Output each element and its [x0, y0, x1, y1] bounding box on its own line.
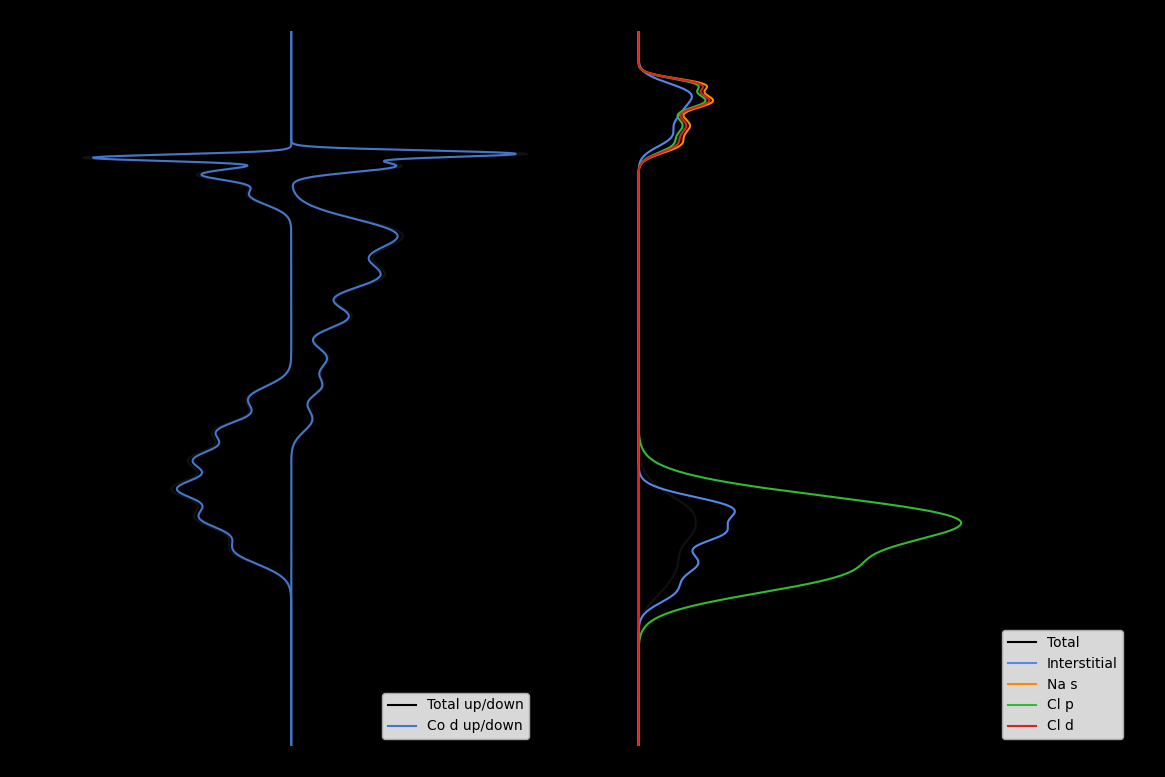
- Line: Interstitial: Interstitial: [638, 31, 735, 746]
- Total: [631, 421, 645, 430]
- Cl d: [631, 421, 645, 430]
- Na s: [631, 575, 645, 584]
- Total: [664, 575, 678, 584]
- Total: [641, 472, 655, 481]
- Total: [631, 26, 645, 36]
- Interstitial: [683, 568, 697, 577]
- Cl p: [631, 421, 645, 430]
- Cl p: [819, 575, 833, 584]
- Total: [666, 571, 680, 580]
- Na s: [631, 741, 645, 751]
- Na s: [631, 571, 645, 580]
- Cl d: [631, 472, 645, 481]
- Na s: [631, 26, 645, 36]
- Line: Na s: Na s: [638, 31, 713, 746]
- Line: Total: Total: [638, 31, 706, 746]
- Total: [669, 568, 683, 577]
- Cl d: [631, 571, 645, 580]
- Na s: [631, 32, 645, 41]
- Na s: [631, 472, 645, 481]
- Interstitial: [631, 32, 645, 41]
- Cl p: [691, 472, 705, 481]
- Cl p: [631, 26, 645, 36]
- Interstitial: [634, 472, 648, 481]
- Na s: [631, 568, 645, 577]
- Cl d: [631, 741, 645, 751]
- Cl p: [842, 568, 856, 577]
- Interstitial: [631, 26, 645, 36]
- Cl p: [832, 571, 846, 580]
- Legend: Total, Interstitial, Na s, Cl p, Cl d: Total, Interstitial, Na s, Cl p, Cl d: [1002, 630, 1123, 739]
- Legend: Total up/down, Co d up/down: Total up/down, Co d up/down: [382, 693, 529, 739]
- Interstitial: [631, 741, 645, 751]
- Cl d: [631, 575, 645, 584]
- Cl d: [631, 32, 645, 41]
- Na s: [631, 421, 645, 430]
- Cl p: [631, 741, 645, 751]
- Interstitial: [675, 575, 689, 584]
- Interstitial: [678, 571, 692, 580]
- Line: Cl p: Cl p: [638, 31, 961, 746]
- Cl d: [631, 568, 645, 577]
- Cl p: [631, 32, 645, 41]
- Cl d: [631, 26, 645, 36]
- Line: Cl d: Cl d: [638, 31, 709, 746]
- Interstitial: [631, 421, 645, 430]
- Total: [631, 741, 645, 751]
- Total: [631, 32, 645, 41]
